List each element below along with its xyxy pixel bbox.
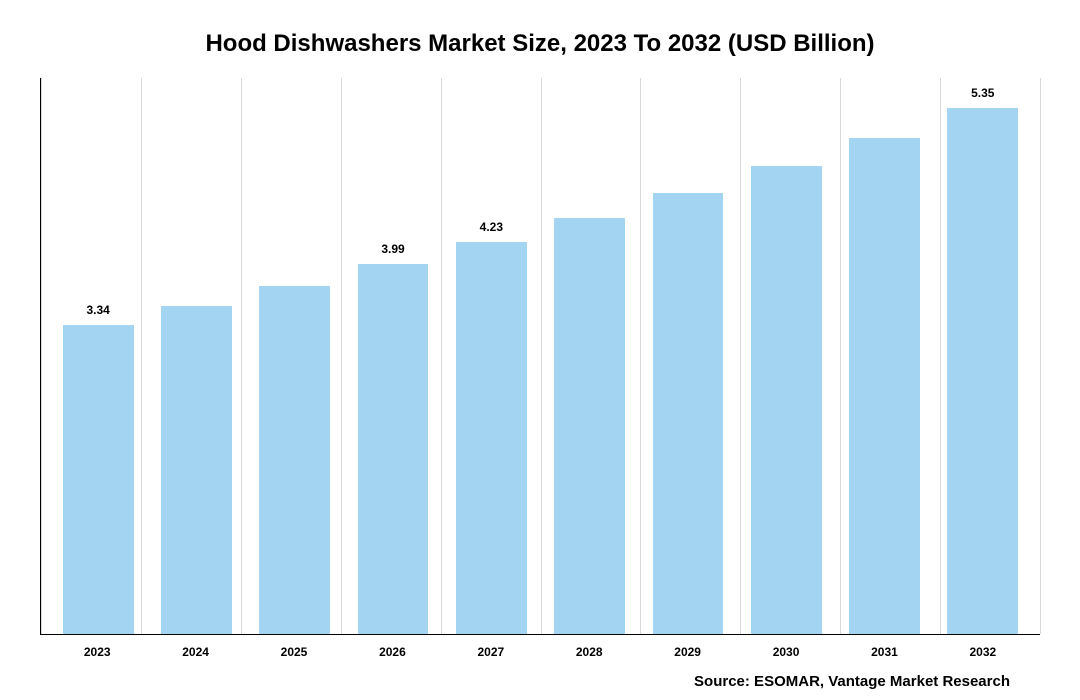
x-tick-label: 2023	[48, 645, 146, 659]
x-axis: 2023202420252026202720282029203020312032	[40, 635, 1040, 659]
chart-title: Hood Dishwashers Market Size, 2023 To 20…	[40, 30, 1040, 58]
bar-slot	[540, 78, 638, 634]
x-tick-label: 2029	[638, 645, 736, 659]
bar	[751, 166, 822, 634]
bar-value-label: 3.34	[86, 303, 109, 317]
chart-plot-area: 3.34 3.99 4.23 5.35	[40, 78, 1040, 635]
bar	[554, 218, 625, 634]
x-tick-label: 2026	[343, 645, 441, 659]
x-tick-label: 2025	[245, 645, 343, 659]
bar-slot	[639, 78, 737, 634]
x-tick-label: 2031	[835, 645, 933, 659]
bar	[456, 242, 527, 634]
x-tick-label: 2028	[540, 645, 638, 659]
bar-value-label: 3.99	[381, 242, 404, 256]
bar-value-label: 4.23	[480, 220, 503, 234]
bar-slot: 3.99	[344, 78, 442, 634]
bar-slot	[835, 78, 933, 634]
bar	[259, 286, 330, 634]
bar-slot: 5.35	[934, 78, 1032, 634]
gridline	[1040, 78, 1041, 634]
chart-container: Hood Dishwashers Market Size, 2023 To 20…	[0, 0, 1080, 700]
x-tick-label: 2030	[737, 645, 835, 659]
bar	[161, 306, 232, 634]
bar	[653, 193, 724, 634]
bar	[358, 264, 429, 634]
bar-value-label: 5.35	[971, 86, 994, 100]
bars-group: 3.34 3.99 4.23 5.35	[41, 78, 1040, 634]
bar-slot	[246, 78, 344, 634]
x-tick-label: 2032	[934, 645, 1032, 659]
bar-slot: 3.34	[49, 78, 147, 634]
bar	[849, 138, 920, 634]
bar	[63, 325, 134, 635]
bar-slot	[147, 78, 245, 634]
x-tick-label: 2027	[442, 645, 540, 659]
bar-slot	[737, 78, 835, 634]
bar	[947, 108, 1018, 634]
source-attribution: Source: ESOMAR, Vantage Market Research	[40, 673, 1040, 690]
x-tick-label: 2024	[146, 645, 244, 659]
bar-slot: 4.23	[442, 78, 540, 634]
